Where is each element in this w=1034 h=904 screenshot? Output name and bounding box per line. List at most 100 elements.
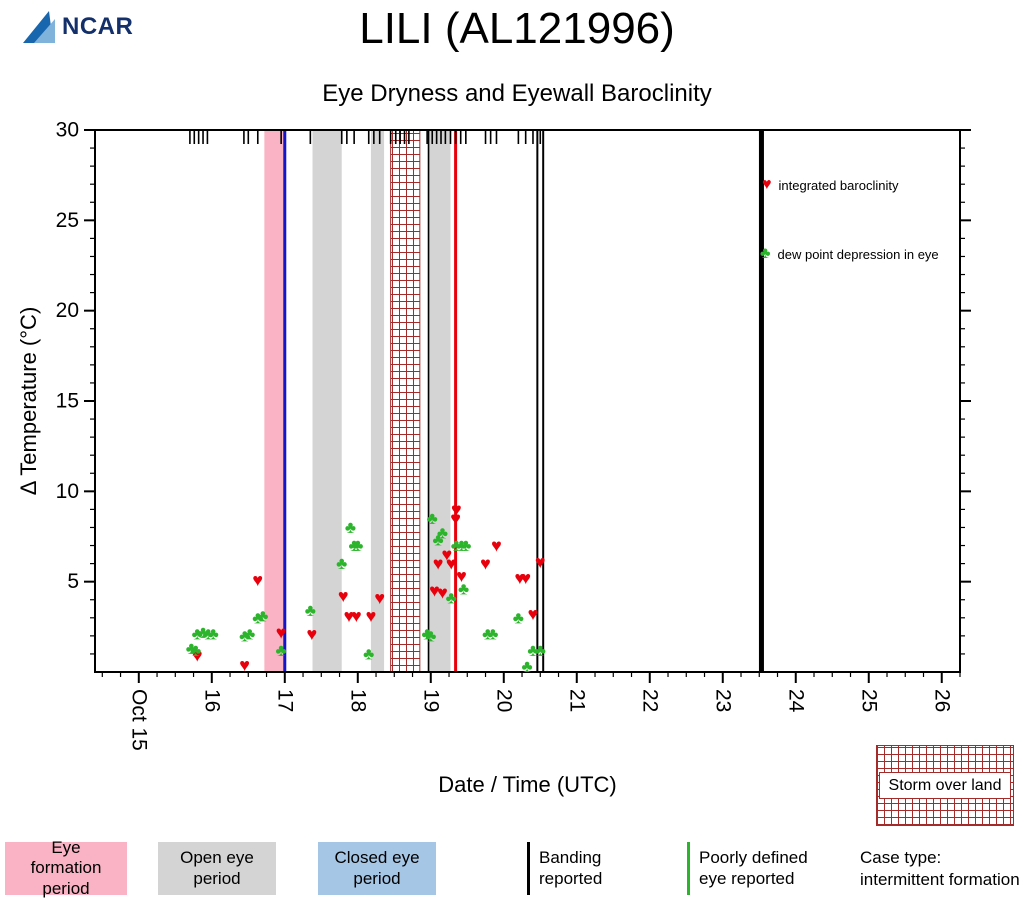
case-type-line1: Case type: <box>860 848 942 867</box>
ncar-logo-icon <box>23 11 55 43</box>
heart-marker: ♥ <box>535 552 546 572</box>
heart-marker: ♥ <box>446 554 457 574</box>
x-tick-label: 24 <box>784 689 807 713</box>
club-marker: ♣ <box>239 626 250 645</box>
legend-closed-eye-period: Closed eye period <box>318 842 436 895</box>
heart-marker: ♥ <box>451 499 462 519</box>
heart-marker: ♥ <box>351 606 362 626</box>
y-tick-label: 20 <box>56 299 79 322</box>
club-marker: ♣ <box>276 641 287 660</box>
x-axis-title: Date / Time (UTC) <box>438 772 617 797</box>
x-tick-label: 25 <box>857 689 880 712</box>
y-tick-label: 25 <box>56 209 79 232</box>
legend-label: Open eye period <box>180 848 254 888</box>
heart-marker: ♥ <box>441 545 452 565</box>
heart-marker: ♥ <box>433 554 444 574</box>
heart-marker: ♥ <box>520 568 531 588</box>
ncar-logo: NCAR <box>22 8 133 46</box>
x-tick-label: 23 <box>711 689 734 712</box>
legend-label: Eye formation period <box>30 837 102 898</box>
heart-marker: ♥ <box>374 588 385 608</box>
legend-label: Closed eye period <box>334 848 420 888</box>
heart-marker: ♥ <box>239 655 250 675</box>
club-marker: ♣ <box>252 608 263 627</box>
club-marker: ♣ <box>352 536 363 555</box>
heart-marker: ♥ <box>429 581 440 601</box>
club-marker: ♣ <box>363 644 374 663</box>
x-tick-label: 22 <box>638 689 661 712</box>
legend-poorly-defined-eye: Poorly defined eye reported <box>687 842 817 895</box>
heart-icon: ♥ <box>762 176 772 193</box>
storm-over-land-label: Storm over land <box>878 771 1012 800</box>
club-marker: ♣ <box>437 523 448 542</box>
y-tick-label: 30 <box>56 119 79 142</box>
club-marker: ♣ <box>451 536 462 555</box>
band-open-eye-period-3 <box>427 130 451 672</box>
x-tick-label: 20 <box>492 689 515 712</box>
x-tick-label: 16 <box>200 689 223 712</box>
club-marker: ♣ <box>446 588 457 607</box>
club-marker: ♣ <box>425 626 436 645</box>
y-tick-label: 5 <box>67 570 79 593</box>
legend-label: Banding reported <box>539 848 603 888</box>
club-marker: ♣ <box>244 625 255 644</box>
legend-banding-reported: Banding reported <box>527 842 619 895</box>
legend-entry-dewpoint: ♣ dew point depression in eye <box>760 246 939 262</box>
heart-marker: ♥ <box>276 622 287 642</box>
ncar-logo-text: NCAR <box>62 13 134 40</box>
club-marker: ♣ <box>190 641 201 660</box>
heart-marker: ♥ <box>514 568 525 588</box>
club-marker: ♣ <box>349 536 360 555</box>
storm-over-land-legend: Storm over land <box>876 745 1014 826</box>
y-tick-label: 15 <box>56 390 79 413</box>
club-marker: ♣ <box>305 601 316 620</box>
club-marker: ♣ <box>487 625 498 644</box>
band-open-eye-period-1 <box>312 130 342 672</box>
heart-marker: ♥ <box>437 583 448 603</box>
heart-marker: ♥ <box>480 554 491 574</box>
plot-frame <box>94 129 961 673</box>
club-marker: ♣ <box>345 518 356 537</box>
heart-marker: ♥ <box>450 508 461 528</box>
club-marker: ♣ <box>527 641 538 660</box>
x-tick-label: 26 <box>930 689 953 712</box>
page-title: LILI (AL121996) <box>359 4 675 53</box>
club-marker: ♣ <box>427 509 438 528</box>
club-marker: ♣ <box>257 606 268 625</box>
heart-marker: ♥ <box>192 646 203 666</box>
heart-marker: ♥ <box>344 606 355 626</box>
legend-entry-baroclinity: ♥ integrated baroclinity <box>762 177 898 193</box>
club-marker: ♣ <box>186 639 197 658</box>
club-marker: ♣ <box>336 554 347 573</box>
heart-marker: ♥ <box>491 536 502 556</box>
chart-subtitle: Eye Dryness and Eyewall Baroclinity <box>322 80 712 107</box>
heart-marker: ♥ <box>338 586 349 606</box>
club-icon: ♣ <box>760 245 771 262</box>
case-type-note: Case type: intermittent formation <box>860 847 1020 891</box>
x-tick-label: 18 <box>346 689 369 712</box>
x-tick-label: 21 <box>565 689 588 712</box>
legend-eye-formation-period: Eye formation period <box>5 838 127 898</box>
club-marker: ♣ <box>208 625 219 644</box>
club-marker: ♣ <box>456 536 467 555</box>
club-marker: ♣ <box>460 536 471 555</box>
legend-label: integrated baroclinity <box>778 177 899 193</box>
band-storm-over-land <box>390 129 421 673</box>
heart-marker: ♥ <box>456 566 467 586</box>
club-marker: ♣ <box>197 623 208 642</box>
band-eye-formation-period <box>264 130 285 672</box>
club-marker: ♣ <box>203 625 214 644</box>
club-marker: ♣ <box>422 625 433 644</box>
x-tick-label: 19 <box>419 689 442 712</box>
band-open-eye-period-2 <box>370 130 385 672</box>
club-marker: ♣ <box>192 625 203 644</box>
heart-marker: ♥ <box>252 570 263 590</box>
legend-open-eye-period: Open eye period <box>158 842 276 895</box>
heart-marker: ♥ <box>528 604 539 624</box>
x-tick-label: 17 <box>273 689 296 712</box>
club-marker: ♣ <box>458 579 469 598</box>
heart-marker: ♥ <box>366 606 377 626</box>
legend-label: Poorly defined eye reported <box>699 848 808 888</box>
